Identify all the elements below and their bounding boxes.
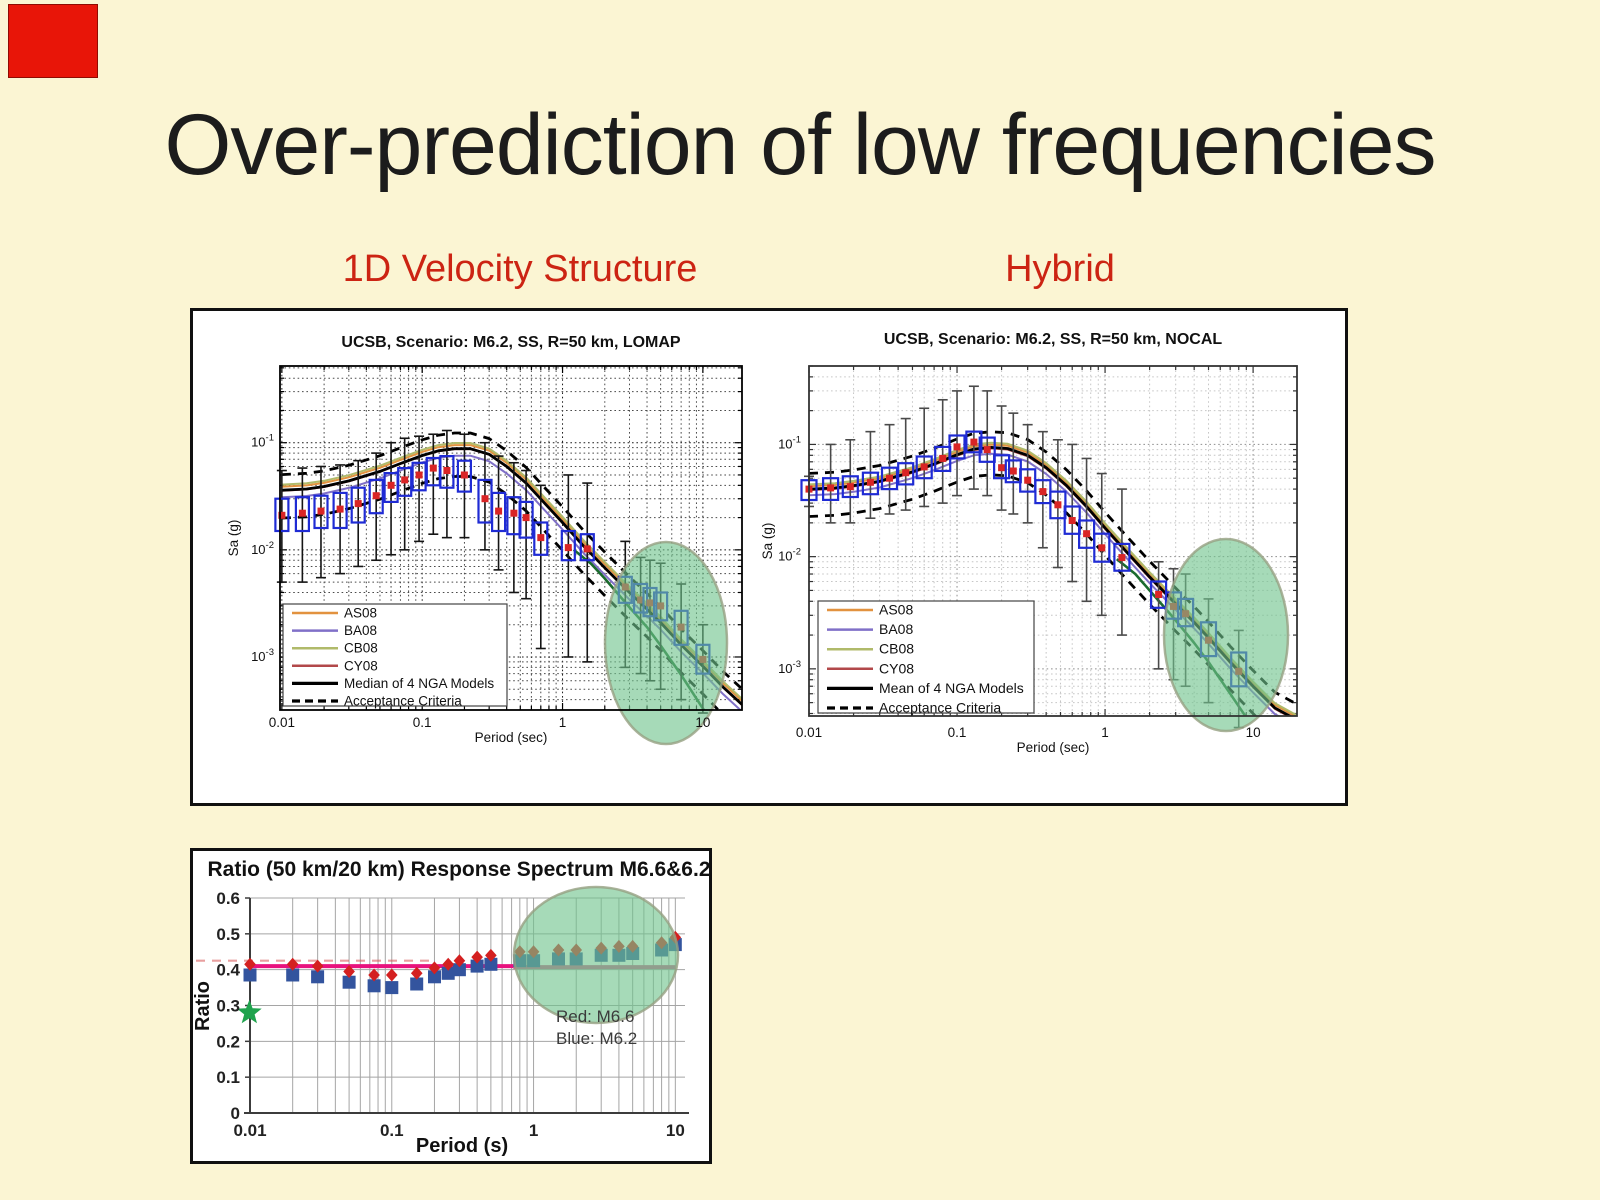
- slide-title: Over-prediction of low frequencies: [164, 97, 1437, 193]
- nga-comparison-panel: [190, 308, 1348, 806]
- ratio-panel: [190, 848, 712, 1164]
- red-marker-chip: [8, 4, 98, 78]
- heading-1d-velocity-structure: 1D Velocity Structure: [342, 248, 698, 290]
- heading-hybrid: Hybrid: [1005, 248, 1115, 290]
